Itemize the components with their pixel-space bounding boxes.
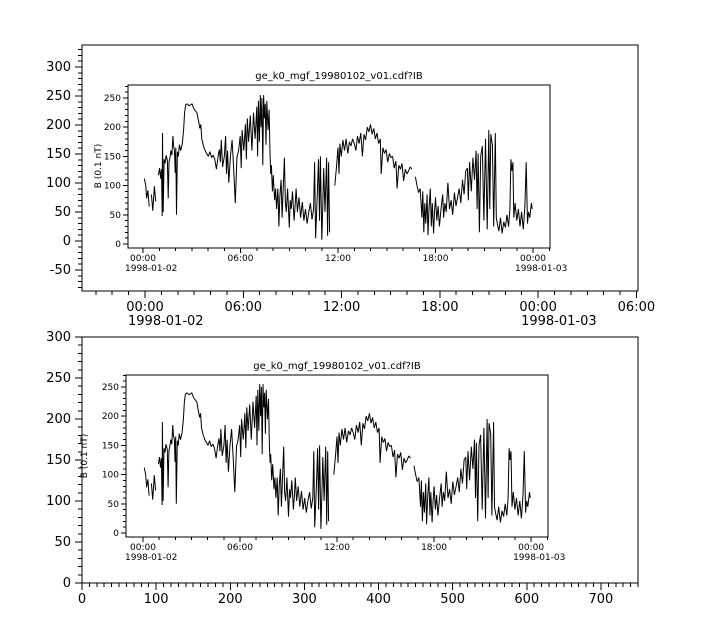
outer-y-tick-label: 200: [46, 118, 71, 133]
inset-x-tick-label: 00:00: [518, 543, 544, 553]
outer-y-tick-label: 250: [46, 371, 71, 386]
outer-y-tick-label: 200: [46, 412, 71, 427]
outer-x-date-label: 1998-01-02: [128, 314, 204, 329]
outer-x-tick-label: 18:00: [421, 300, 458, 315]
inset-x-tick-label: 00:00: [130, 254, 156, 264]
outer-y-tick-label: 300: [46, 330, 71, 345]
ib-waveform: [143, 95, 533, 240]
inset-y-tick-label: 150: [102, 441, 119, 451]
outer-x-tick-label: 00:00: [519, 300, 556, 315]
outer-y-tick-label: 100: [46, 494, 71, 509]
top-panel: -5005010015020025030000:001998-01-0206:0…: [46, 44, 655, 329]
outer-x-tick-label: 06:00: [225, 300, 262, 315]
outer-y-tick-label: 300: [46, 60, 71, 75]
ib-waveform: [143, 384, 531, 529]
outer-y-tick-label: 50: [54, 535, 71, 550]
inset-x-tick-label: 18:00: [423, 254, 449, 264]
inset-y-tick-label: 250: [102, 383, 119, 393]
inset-x-tick-label: 12:00: [324, 543, 350, 553]
outer-y-tick-label: 100: [46, 176, 71, 191]
inset-y-tick-label: 100: [104, 182, 121, 192]
outer-y-tick-label: 250: [46, 89, 71, 104]
outer-x-tick-label: 00:00: [126, 300, 163, 315]
inset-y-tick-label: 250: [104, 94, 121, 104]
inset-y-tick-label: 200: [104, 123, 121, 133]
outer-y-tick-label: 50: [54, 205, 71, 220]
bottom-inset-title: ge_k0_mgf_19980102_v01.cdf?IB: [253, 361, 421, 372]
bottom-inset-ylabel: B (0.1 nT): [80, 434, 90, 478]
inset-x-tick-label: 06:00: [227, 543, 253, 553]
outer-x-tick-label: 600: [514, 592, 539, 607]
inset-x-tick-label: 06:00: [228, 254, 254, 264]
inset-x-tick-label: 18:00: [421, 543, 447, 553]
outer-x-tick-label: 0: [78, 592, 86, 607]
outer-x-tick-label: 300: [292, 592, 317, 607]
outer-y-tick-label: 150: [46, 453, 71, 468]
outer-x-tick-label: 12:00: [323, 300, 360, 315]
outer-y-tick-label: 0: [63, 576, 71, 591]
outer-y-tick-label: 150: [46, 147, 71, 162]
outer-x-tick-label: 700: [589, 592, 614, 607]
inset-y-tick-label: 50: [110, 211, 122, 221]
inset-x-date-label: 1998-01-02: [125, 553, 177, 563]
inset-frame: [127, 84, 551, 249]
inset-x-tick-label: 12:00: [325, 254, 351, 264]
inset-x-date-label: 1998-01-03: [515, 264, 567, 274]
inset-x-date-label: 1998-01-02: [125, 264, 177, 274]
inset-y-tick-label: 200: [102, 412, 119, 422]
inset-x-tick-label: 00:00: [130, 543, 156, 553]
inset-y-tick-label: 0: [115, 240, 121, 250]
outer-y-tick-label: -50: [50, 263, 71, 278]
inset-x-date-label: 1998-01-03: [513, 553, 565, 563]
outer-x-tick-label: 400: [366, 592, 391, 607]
top-inset-ylabel: B (0.1 nT): [94, 144, 104, 188]
outer-y-tick-label: 0: [63, 234, 71, 249]
outer-x-date-label: 1998-01-03: [521, 314, 597, 329]
outer-frame: [81, 336, 639, 584]
inset-y-tick-label: 50: [108, 500, 120, 510]
inset-x-tick-label: 00:00: [520, 254, 546, 264]
outer-frame: [81, 44, 639, 292]
inset-y-tick-label: 100: [102, 471, 119, 481]
outer-x-tick-label: 500: [440, 592, 465, 607]
outer-x-tick-label: 100: [144, 592, 169, 607]
generated-axes-and-data: -5005010015020025030000:001998-01-0206:0…: [46, 44, 655, 607]
inset-y-tick-label: 150: [104, 152, 121, 162]
top-inset-title: ge_k0_mgf_19980102_v01.cdf?IB: [255, 71, 423, 82]
outer-x-tick-label: 200: [218, 592, 243, 607]
inset-y-tick-label: 0: [113, 529, 119, 539]
outer-x-tick-label: 06:00: [618, 300, 655, 315]
